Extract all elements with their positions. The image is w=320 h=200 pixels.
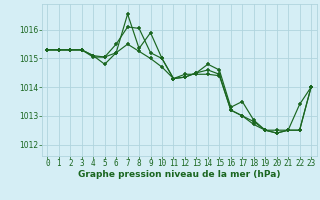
X-axis label: Graphe pression niveau de la mer (hPa): Graphe pression niveau de la mer (hPa) [78, 170, 280, 179]
